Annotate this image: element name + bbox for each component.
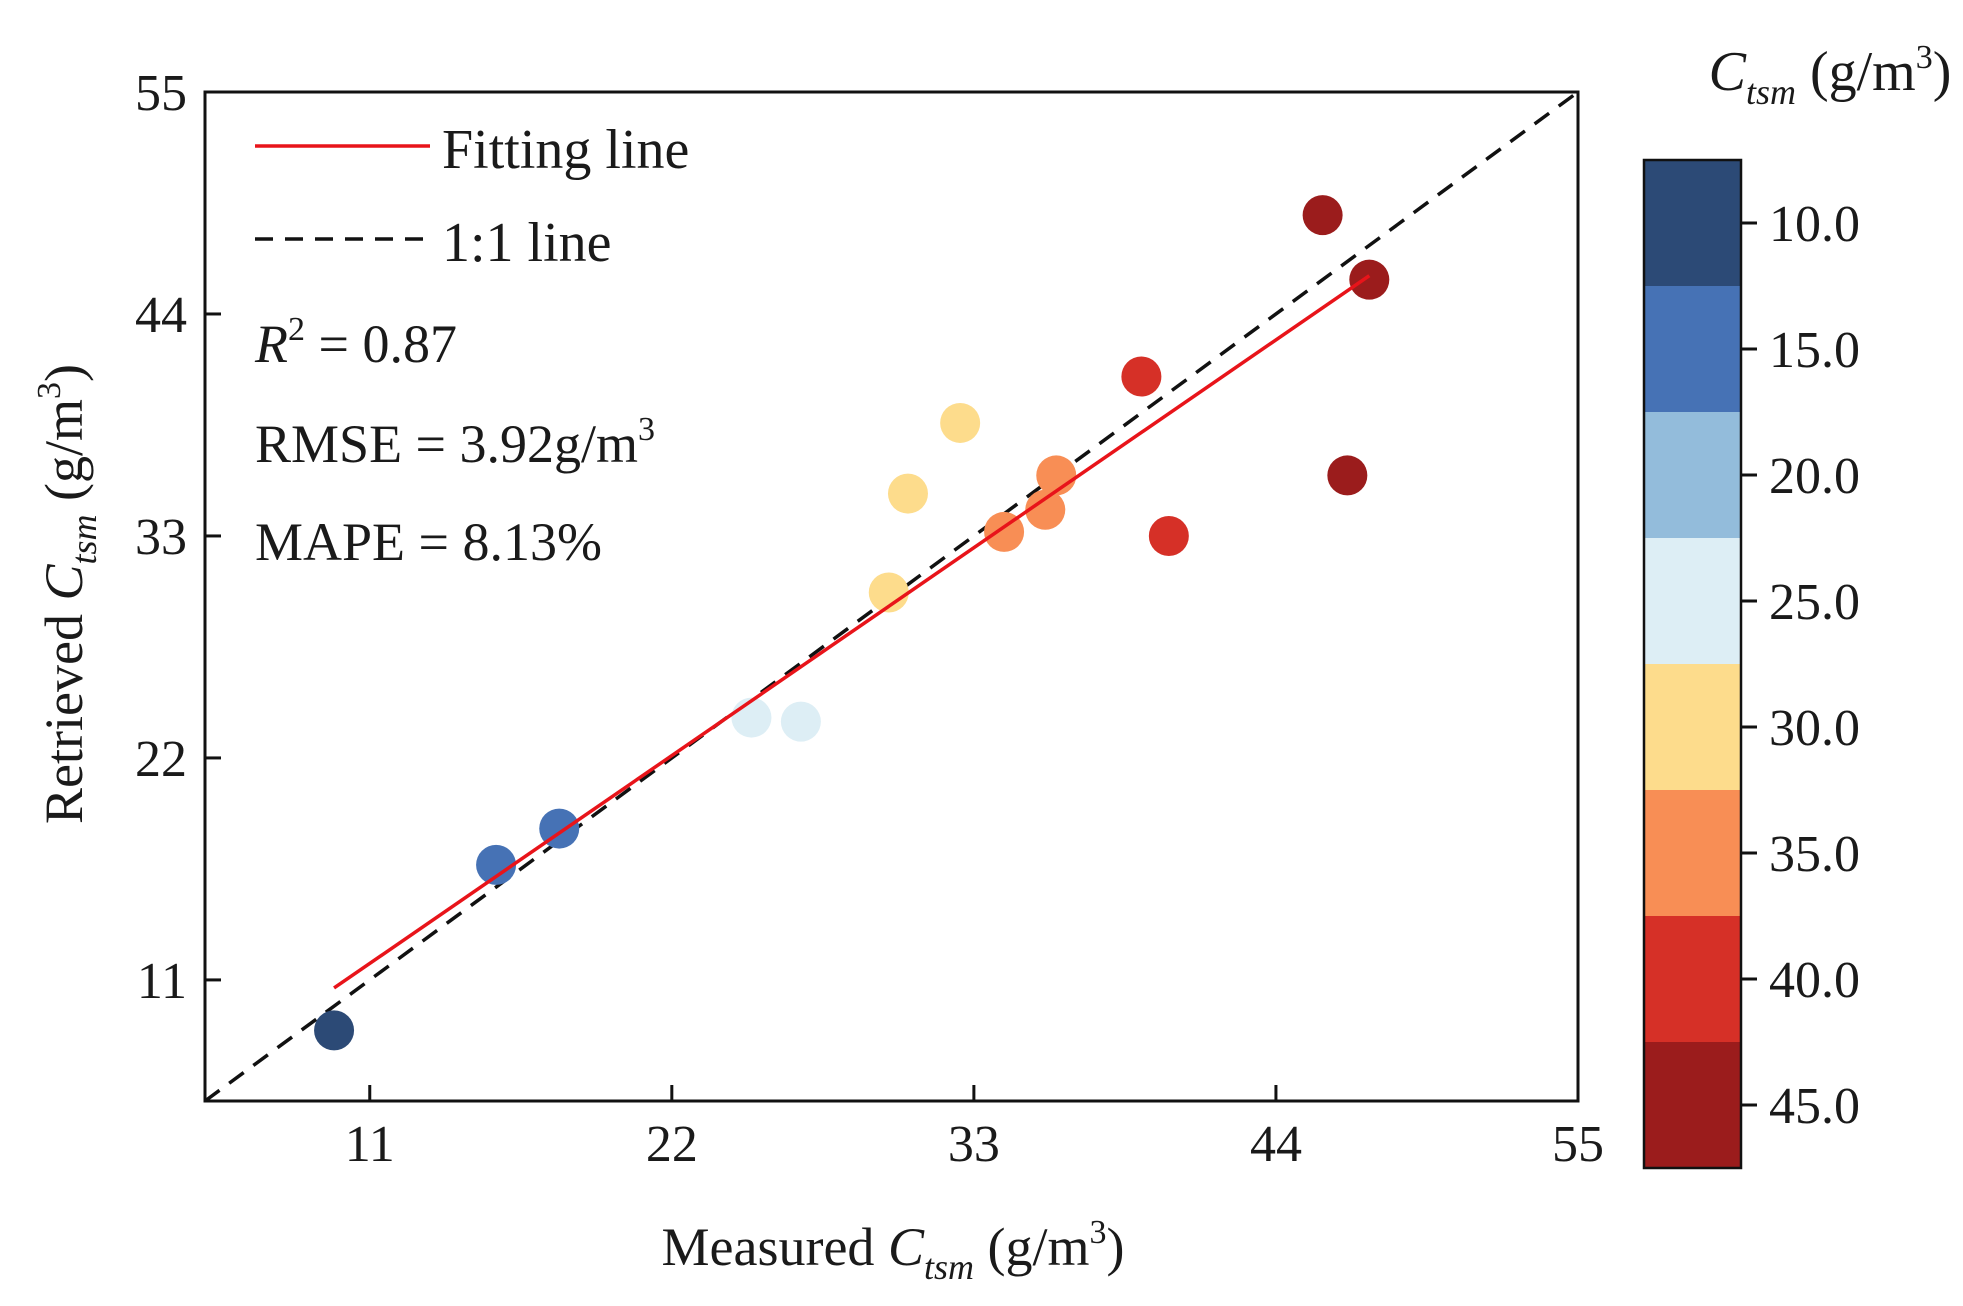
x-title-var: C [888,1217,925,1277]
colorbar-frame [1642,158,1743,1170]
plot-frame [203,90,1580,1103]
y-title-sub: tsm [64,515,104,565]
data-point [1327,455,1368,496]
legend-fit-label: Fitting line [442,119,689,181]
colorbar-segment [1644,664,1741,791]
y-title-sup: 3 [31,382,68,399]
legend-identity-label: 1:1 line [442,212,612,274]
cbar-title-var: C [1709,41,1747,103]
colorbar-tick-label: 15.0 [1769,322,1860,379]
y-axis-title: Retrieved Ctsm (g/m3) [31,364,104,824]
colorbar-tick-label: 30.0 [1769,700,1860,757]
plot-area [205,92,1578,1101]
x-title-sub: tsm [924,1247,974,1287]
fitting-line [333,274,1371,990]
colorbar-segment [1644,412,1741,539]
y-title-main: Retrieved [34,601,94,824]
cbar-title-unit: (g/m [1796,41,1916,103]
x-tick-label: 44 [1250,1116,1302,1173]
stats-block: R2 = 0.87 RMSE = 3.92g/m3 MAPE = 8.13% [254,311,655,572]
data-point [1302,195,1343,236]
data-point [1148,515,1189,556]
y-tick-label: 55 [135,65,187,122]
colorbar-tick-label: 20.0 [1769,448,1860,505]
data-point [868,572,909,613]
colorbar-segment [1644,160,1741,287]
rmse-stat: RMSE = 3.92g/m3 [255,411,655,474]
x-title-main: Measured [662,1217,888,1277]
colorbar-segment [1644,916,1741,1043]
y-tick-label: 33 [135,509,187,566]
colorbar-tick-label: 40.0 [1769,952,1860,1009]
colorbar-segment [1644,286,1741,413]
x-tick-label: 33 [948,1116,1000,1173]
r2-value: = 0.87 [305,314,457,374]
y-tick-label: 11 [137,953,187,1010]
data-point [1349,259,1390,300]
cbar-title-sup: 3 [1916,39,1933,76]
data-point [476,844,517,885]
y-title-var: C [34,564,94,601]
mape-stat: MAPE = 8.13% [255,512,602,572]
x-axis-title: Measured Ctsm (g/m3) [662,1214,1125,1287]
colorbar-tick-label: 25.0 [1769,574,1860,631]
rmse-text: RMSE = 3.92g/m [255,414,638,474]
colorbar-title: Ctsm (g/m3) [1709,39,1952,112]
y-tick-label: 22 [135,731,187,788]
data-point [1121,356,1162,397]
data-point [940,402,981,443]
colorbar: 10.0 15.0 20.0 25.0 30.0 35.0 40.0 45.0 [1642,158,1860,1170]
colorbar-segment [1644,538,1741,665]
r2-var: R [254,314,288,374]
r2-stat: R2 = 0.87 [254,311,457,374]
x-tick-label: 11 [345,1116,395,1173]
y-title-close: ) [34,364,94,382]
data-point [887,473,928,514]
colorbar-tick-label: 10.0 [1769,196,1860,253]
x-title-sup: 3 [1089,1214,1106,1251]
x-title-unit: (g/m [974,1217,1090,1277]
x-tick-label: 55 [1552,1116,1604,1173]
data-point [1025,489,1066,530]
y-tick-label: 44 [135,287,187,344]
data-point [314,1010,355,1051]
legend: Fitting line 1:1 line [255,119,689,274]
colorbar-segment [1644,790,1741,917]
colorbar-tick-label: 45.0 [1769,1078,1860,1135]
data-point [731,697,772,738]
colorbar-segment [1644,1042,1741,1169]
data-point [780,701,821,742]
rmse-sup: 3 [638,411,655,448]
x-tick-label: 22 [646,1116,698,1173]
y-title-unit: (g/m [34,399,94,515]
colorbar-tick-label: 35.0 [1769,826,1860,883]
axes: 11 22 33 44 55 11 22 33 44 55 [135,65,1604,1173]
x-title-close: ) [1106,1217,1124,1277]
cbar-title-sub: tsm [1746,72,1796,112]
cbar-title-close: ) [1933,41,1952,103]
r2-sup: 2 [288,311,305,348]
